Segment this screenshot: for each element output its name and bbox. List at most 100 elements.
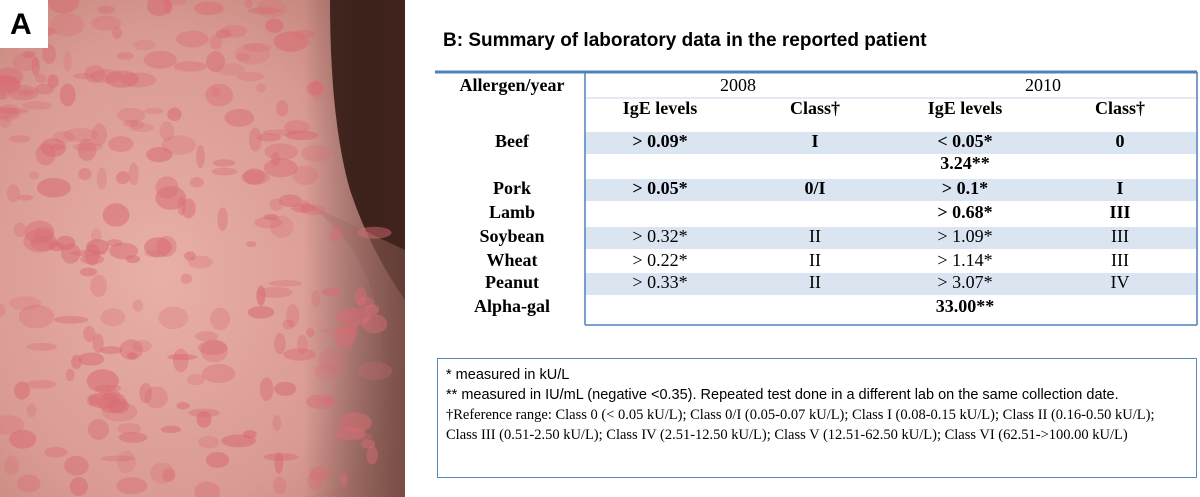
rash-spot — [209, 34, 223, 50]
rash-spot — [282, 319, 295, 330]
rash-spot — [176, 402, 190, 410]
cell: 0 — [1116, 131, 1125, 151]
rash-spot — [245, 241, 257, 248]
rash-spot — [0, 67, 24, 87]
rash-spot — [273, 476, 287, 495]
rash-spot — [283, 348, 316, 361]
rash-spot — [6, 84, 39, 101]
rash-spot — [347, 324, 358, 331]
cell: > 0.33* — [632, 272, 687, 292]
rash-spot — [194, 331, 219, 342]
rash-spot — [79, 267, 98, 277]
rash-spot — [65, 368, 75, 382]
rash-spot — [97, 5, 115, 15]
rash-spot — [50, 143, 65, 150]
rash-spot — [292, 165, 319, 186]
rash-spot — [144, 237, 172, 258]
cell: II — [809, 250, 821, 270]
rash-spot — [116, 52, 134, 60]
rash-spot — [48, 241, 65, 252]
rash-spot — [155, 186, 187, 210]
rash-spot — [358, 361, 393, 381]
rash-spot — [116, 450, 136, 474]
rash-spot — [91, 123, 108, 146]
rash-spot — [268, 280, 303, 287]
rash-spot — [70, 250, 106, 257]
cell: II — [809, 272, 821, 292]
table: Allergen/year 2008 2010 IgE levels Class† IgE… — [435, 70, 1198, 326]
rash-spot — [311, 290, 321, 308]
rash-spot — [128, 162, 139, 186]
rash-spot — [158, 306, 189, 330]
rash-spot — [9, 429, 37, 449]
rash-spot — [318, 348, 347, 373]
rash-spot — [86, 394, 99, 407]
rash-spot — [248, 127, 262, 152]
rash-spot — [109, 242, 139, 260]
rash-spot — [276, 100, 289, 117]
column-header: Allergen/year — [460, 75, 565, 95]
rash-spot — [132, 299, 144, 312]
row-label: Pork — [493, 178, 531, 198]
rash-spot — [366, 445, 378, 465]
rash-spot — [88, 392, 120, 409]
rash-spot — [306, 81, 325, 96]
row-label: Wheat — [487, 250, 538, 270]
rash-spot — [53, 315, 89, 324]
rash-spot — [216, 63, 246, 76]
rash-spot — [117, 422, 142, 435]
rash-spot — [92, 333, 104, 353]
rash-spot — [173, 61, 207, 72]
rash-spot — [26, 380, 57, 389]
rash-spot — [184, 251, 196, 261]
cell: > 0.1* — [942, 178, 988, 198]
rash-spot — [196, 410, 212, 428]
cell: > 0.05* — [632, 178, 687, 198]
rash-spot — [26, 342, 58, 351]
rash-spot — [321, 327, 350, 335]
rash-spot — [273, 332, 286, 355]
rash-spot — [115, 171, 130, 185]
year-header: 2008 — [720, 75, 756, 95]
rash-spot — [235, 53, 250, 62]
rash-spot — [196, 144, 205, 169]
row-label: Peanut — [485, 272, 539, 292]
cell: I — [1116, 178, 1123, 198]
rash-spot — [254, 216, 283, 229]
rash-spot — [80, 254, 105, 265]
rash-spot — [334, 325, 355, 349]
rash-spot — [271, 151, 280, 167]
sub-header: Class† — [790, 98, 840, 118]
rash-spot — [247, 306, 275, 319]
rash-spot — [215, 29, 232, 39]
rash-spot — [116, 477, 148, 495]
panel-label: A — [10, 8, 32, 41]
rash-spot — [244, 0, 253, 9]
cell: > 3.07* — [937, 272, 992, 292]
rash-spot — [129, 120, 145, 130]
year-header: 2010 — [1025, 75, 1061, 95]
rash-spot — [128, 123, 155, 132]
rash-spot — [186, 373, 205, 386]
rash-spot — [21, 101, 52, 110]
rash-spot — [42, 44, 56, 64]
rash-spot — [265, 18, 284, 33]
rash-spot — [305, 394, 337, 409]
rash-spot — [125, 255, 141, 264]
cell: > 0.22* — [632, 250, 687, 270]
rash-spot — [33, 226, 54, 240]
rash-spot — [0, 116, 11, 128]
rash-spot — [234, 43, 271, 65]
rash-spot — [90, 274, 108, 298]
cell: III — [1111, 226, 1129, 246]
rash-spot — [0, 106, 19, 120]
rash-spot — [360, 439, 376, 449]
rash-spot — [12, 53, 39, 72]
rash-spot — [91, 228, 102, 244]
rash-spot — [87, 419, 110, 440]
rash-spot — [162, 468, 176, 482]
cell: 0/I — [804, 178, 825, 198]
rash-spot — [102, 203, 130, 227]
rash-spot — [285, 304, 300, 328]
rash-spot — [23, 229, 57, 253]
